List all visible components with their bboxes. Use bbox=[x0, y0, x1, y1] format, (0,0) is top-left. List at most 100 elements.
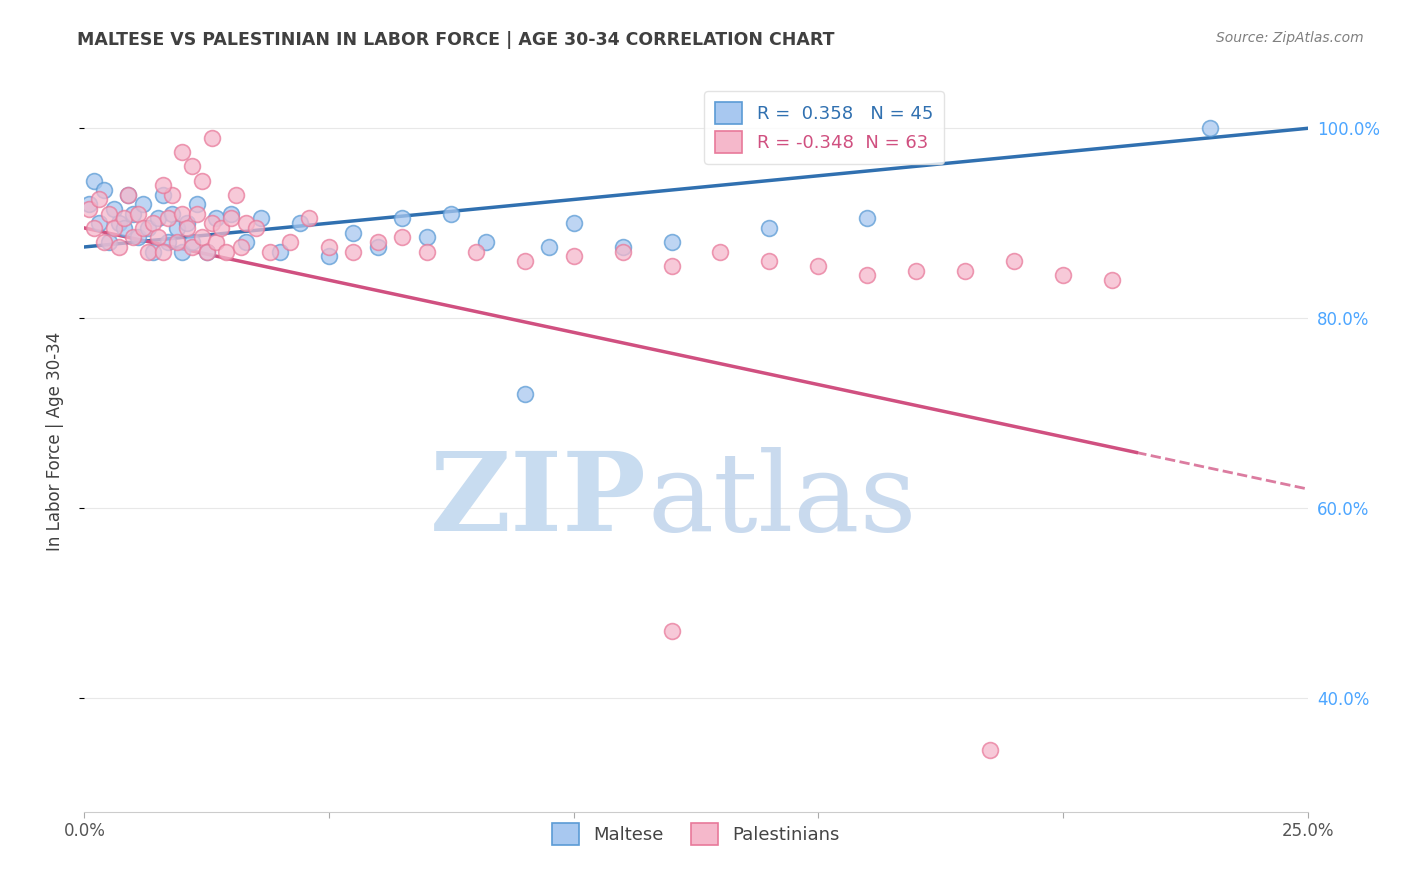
Point bbox=[87, 193, 110, 207]
Point bbox=[186, 207, 208, 221]
Point bbox=[807, 259, 830, 273]
Point bbox=[709, 244, 731, 259]
Legend: Maltese, Palestinians: Maltese, Palestinians bbox=[541, 813, 851, 856]
Point bbox=[318, 250, 340, 264]
Point bbox=[249, 211, 271, 226]
Point bbox=[97, 207, 120, 221]
Point bbox=[112, 221, 135, 235]
Point bbox=[758, 254, 780, 268]
Point bbox=[661, 235, 683, 250]
Point bbox=[172, 145, 194, 159]
Point bbox=[107, 240, 129, 254]
Point bbox=[219, 211, 242, 226]
Point bbox=[416, 230, 439, 244]
Point bbox=[856, 268, 879, 283]
Point bbox=[200, 216, 222, 230]
Point bbox=[538, 240, 561, 254]
Point bbox=[905, 263, 928, 277]
Point bbox=[146, 211, 169, 226]
Point bbox=[391, 211, 413, 226]
Point bbox=[107, 216, 129, 230]
Point bbox=[127, 207, 149, 221]
Point bbox=[612, 240, 634, 254]
Point bbox=[152, 178, 174, 193]
Point bbox=[229, 240, 252, 254]
Point bbox=[200, 130, 222, 145]
Point bbox=[146, 230, 169, 244]
Point bbox=[612, 244, 634, 259]
Point bbox=[1198, 121, 1220, 136]
Point bbox=[440, 207, 463, 221]
Point bbox=[136, 244, 159, 259]
Point bbox=[562, 216, 585, 230]
Point bbox=[87, 216, 110, 230]
Point bbox=[269, 244, 291, 259]
Point bbox=[117, 187, 139, 202]
Point bbox=[464, 244, 486, 259]
Point bbox=[367, 240, 389, 254]
Point bbox=[1052, 268, 1074, 283]
Point bbox=[77, 197, 100, 211]
Point bbox=[209, 221, 232, 235]
Point bbox=[278, 235, 301, 250]
Text: MALTESE VS PALESTINIAN IN LABOR FORCE | AGE 30-34 CORRELATION CHART: MALTESE VS PALESTINIAN IN LABOR FORCE | … bbox=[77, 31, 835, 49]
Point bbox=[367, 235, 389, 250]
Point bbox=[77, 202, 100, 216]
Point bbox=[416, 244, 439, 259]
Point bbox=[166, 235, 188, 250]
Point bbox=[205, 235, 228, 250]
Point bbox=[235, 235, 257, 250]
Point bbox=[103, 202, 125, 216]
Point bbox=[172, 207, 194, 221]
Point bbox=[142, 216, 165, 230]
Point bbox=[186, 197, 208, 211]
Point bbox=[195, 244, 218, 259]
Point bbox=[176, 221, 198, 235]
Text: Source: ZipAtlas.com: Source: ZipAtlas.com bbox=[1216, 31, 1364, 45]
Point bbox=[162, 187, 184, 202]
Point bbox=[195, 244, 218, 259]
Point bbox=[136, 221, 159, 235]
Point bbox=[1002, 254, 1025, 268]
Point bbox=[474, 235, 496, 250]
Point bbox=[112, 211, 135, 226]
Point bbox=[225, 187, 247, 202]
Point bbox=[191, 230, 214, 244]
Point bbox=[93, 183, 115, 197]
Point bbox=[142, 244, 165, 259]
Point bbox=[181, 240, 204, 254]
Y-axis label: In Labor Force | Age 30-34: In Labor Force | Age 30-34 bbox=[45, 332, 63, 551]
Point bbox=[513, 254, 536, 268]
Point bbox=[288, 216, 311, 230]
Point bbox=[122, 207, 145, 221]
Point bbox=[235, 216, 257, 230]
Point bbox=[132, 221, 155, 235]
Text: ZIP: ZIP bbox=[430, 447, 647, 554]
Point bbox=[513, 387, 536, 401]
Point bbox=[856, 211, 879, 226]
Point bbox=[191, 173, 214, 187]
Point bbox=[176, 216, 198, 230]
Point bbox=[342, 226, 364, 240]
Point bbox=[259, 244, 281, 259]
Point bbox=[758, 221, 780, 235]
Point bbox=[132, 197, 155, 211]
Point bbox=[215, 244, 238, 259]
Point bbox=[979, 743, 1001, 757]
Point bbox=[156, 235, 179, 250]
Point bbox=[156, 211, 179, 226]
Text: atlas: atlas bbox=[647, 447, 917, 554]
Point bbox=[953, 263, 976, 277]
Point bbox=[205, 211, 228, 226]
Point bbox=[181, 159, 204, 173]
Point bbox=[152, 187, 174, 202]
Point bbox=[661, 624, 683, 639]
Point bbox=[318, 240, 340, 254]
Point bbox=[298, 211, 321, 226]
Point bbox=[83, 221, 105, 235]
Point bbox=[97, 235, 120, 250]
Point bbox=[172, 244, 194, 259]
Point bbox=[127, 230, 149, 244]
Point bbox=[122, 230, 145, 244]
Point bbox=[245, 221, 267, 235]
